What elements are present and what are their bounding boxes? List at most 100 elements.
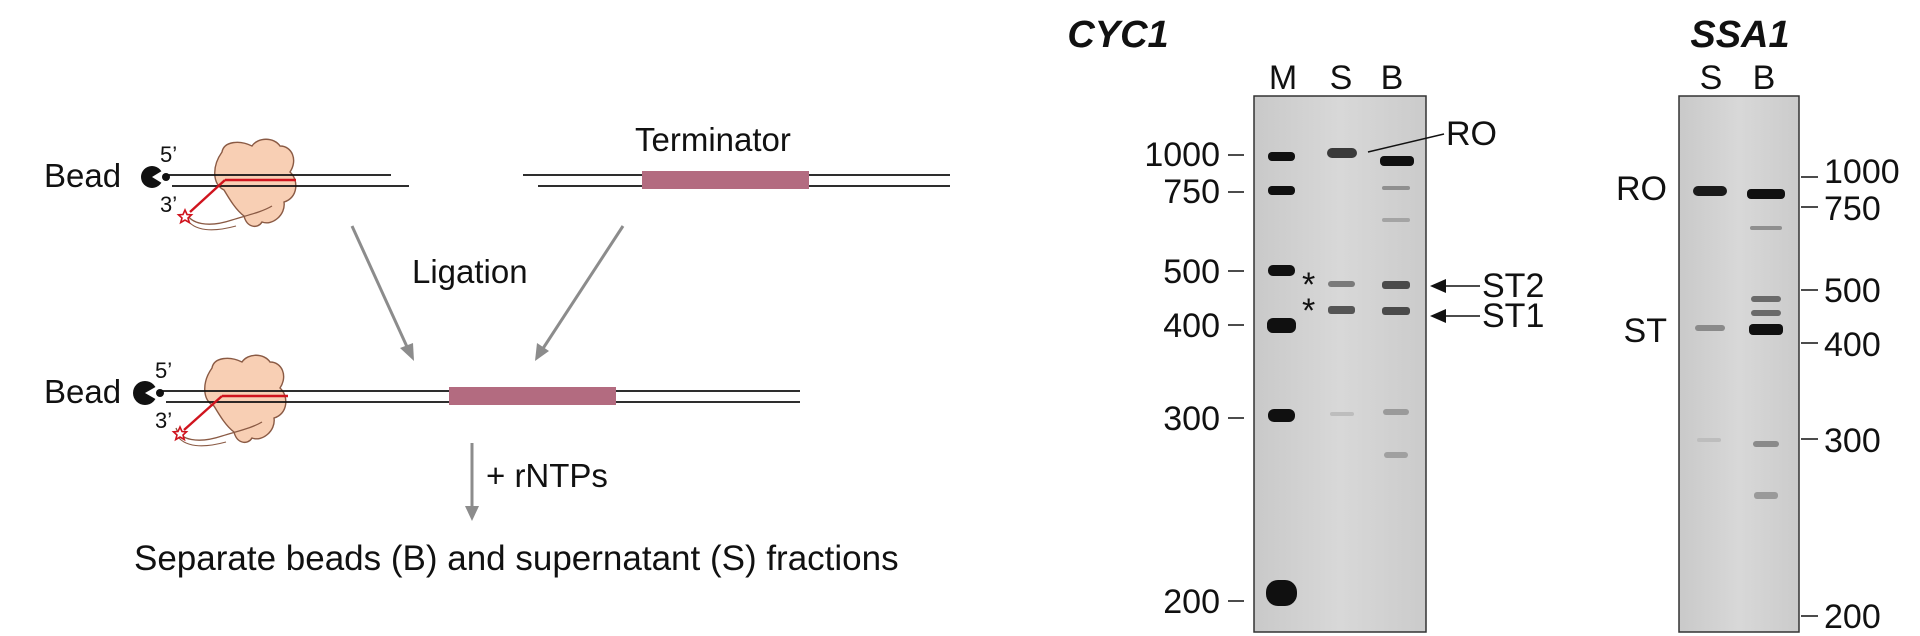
- gel-cyc1-size-markers: 1000 750 500 400 300 200: [1144, 136, 1244, 621]
- gel-band: [1697, 438, 1721, 442]
- size-marker-label: 200: [1824, 598, 1881, 636]
- polymerase-top: [214, 138, 297, 228]
- rntp-arrowhead: [465, 506, 479, 521]
- gel-band: [1383, 409, 1409, 415]
- gel-ssa1-lane-s: S: [1700, 59, 1723, 97]
- terminator-dna: Terminator: [523, 121, 950, 189]
- gel-cyc1-image: [1253, 95, 1427, 633]
- st2-arrowhead: [1430, 279, 1446, 293]
- gel-cyc1-lane-b-bands: [1380, 156, 1414, 458]
- gel-band-st1: [1328, 306, 1355, 314]
- gel-band: [1382, 186, 1410, 190]
- st2-label: ST2: [1482, 267, 1544, 305]
- gel-band: [1268, 265, 1295, 276]
- gel-band: [1267, 318, 1296, 333]
- rna-tail-top: [185, 205, 273, 225]
- st-label-ssa1: ST: [1624, 312, 1667, 350]
- gel-ssa1-lane-s-bands: [1693, 186, 1727, 442]
- asterisk-st1: *: [1302, 292, 1315, 330]
- five-prime-label-top: 5’: [160, 142, 177, 167]
- gel-band-ro: [1327, 148, 1357, 158]
- gel-ssa1-image: [1678, 95, 1800, 633]
- gel-band: [1753, 441, 1779, 447]
- terminator-box: [642, 171, 809, 189]
- size-marker-label: 400: [1163, 307, 1220, 345]
- ligation-arrows: Ligation: [350, 225, 625, 361]
- st1-label: ST1: [1482, 297, 1544, 335]
- gel-band: [1751, 296, 1781, 302]
- ro-pointer-line: [1367, 133, 1445, 153]
- asterisk-st2: *: [1302, 266, 1315, 304]
- gel-ssa1-title: SSA1: [1690, 14, 1789, 56]
- size-marker-label: 750: [1824, 190, 1881, 228]
- schematic: Bead 5’ 3’ Terminator: [44, 121, 950, 578]
- rna-diagonal-top: [189, 179, 226, 213]
- rna-diagonal-bottom: [183, 395, 223, 431]
- five-prime-label-bottom: 5’: [155, 358, 172, 383]
- gel-band-ro: [1747, 189, 1785, 199]
- gel-cyc1-lane-m-bands: [1266, 152, 1297, 606]
- bead-notch-top: [152, 169, 165, 185]
- gel-band-st2: [1382, 281, 1410, 289]
- label-star-icon-top: [176, 208, 194, 225]
- gel-cyc1-title: CYC1: [1067, 14, 1168, 56]
- ligation-label: Ligation: [412, 253, 528, 290]
- gel-cyc1-lane-s: S: [1330, 59, 1353, 97]
- gel-cyc1-lane-b: B: [1381, 59, 1404, 97]
- label-star-icon-bottom: [171, 425, 189, 442]
- size-marker-label: 500: [1163, 253, 1220, 291]
- bead-label-top: Bead: [44, 157, 121, 194]
- bottom-complex: Bead 5’ 3’: [44, 354, 800, 447]
- gel-cyc1: CYC1 M S B: [1067, 14, 1544, 633]
- three-prime-label-bottom: 3’: [155, 408, 172, 433]
- gel-band: [1268, 186, 1295, 195]
- polymerase-bottom: [204, 354, 287, 444]
- bead-notch-bottom: [145, 385, 159, 401]
- ligation-arrowhead-right: [535, 343, 549, 361]
- size-marker-label: 500: [1824, 272, 1881, 310]
- top-complex: Bead 5’ 3’: [44, 138, 409, 231]
- gel-cyc1-lane-s-bands: [1327, 148, 1357, 416]
- size-marker-label: 300: [1824, 422, 1881, 460]
- size-marker-label: 1000: [1144, 136, 1220, 174]
- ligation-arrow-right: [540, 225, 625, 351]
- gel-band-ro: [1693, 186, 1727, 196]
- gel-band-ro: [1380, 156, 1414, 166]
- gel-band: [1384, 452, 1408, 458]
- ro-label: RO: [1446, 115, 1497, 153]
- st1-arrowhead: [1430, 309, 1446, 323]
- terminator-box-ligated: [449, 387, 616, 405]
- size-marker-label: 1000: [1824, 153, 1900, 191]
- ro-label-ssa1: RO: [1616, 170, 1667, 208]
- ligation-arrow-left: [350, 225, 410, 350]
- rntp-label: + rNTPs: [486, 457, 608, 494]
- ligation-arrowhead-left: [400, 343, 414, 361]
- gel-band: [1754, 492, 1778, 499]
- gel-band: [1266, 580, 1297, 606]
- gel-ssa1-lane-b: B: [1753, 59, 1776, 97]
- size-marker-label: 300: [1163, 400, 1220, 438]
- gel-ssa1-size-markers: 1000 750 500 400 300 200: [1801, 153, 1900, 636]
- bead-label-bottom: Bead: [44, 373, 121, 410]
- gel-band: [1268, 152, 1295, 161]
- gel-ssa1-lane-b-bands: [1747, 189, 1785, 499]
- rntp-step: + rNTPs: [465, 443, 608, 521]
- gel-cyc1-lane-m: M: [1269, 59, 1297, 97]
- terminator-label: Terminator: [635, 121, 791, 158]
- size-marker-label: 400: [1824, 326, 1881, 364]
- gel-band: [1750, 226, 1782, 230]
- size-marker-label: 750: [1163, 173, 1220, 211]
- separation-text: Separate beads (B) and supernatant (S) f…: [134, 539, 899, 578]
- gel-ssa1: SSA1 S B RO ST 1000 750 500: [1616, 14, 1900, 636]
- gel-band-st: [1695, 325, 1725, 331]
- three-prime-label-top: 3’: [160, 192, 177, 217]
- gel-band-st1: [1382, 307, 1410, 315]
- gel-band-st2: [1328, 281, 1355, 287]
- gel-band: [1330, 412, 1354, 416]
- gel-band: [1751, 310, 1781, 316]
- gel-band-st: [1749, 324, 1783, 335]
- gel-band: [1382, 218, 1410, 222]
- gel-band: [1268, 409, 1295, 422]
- size-marker-label: 200: [1163, 583, 1220, 621]
